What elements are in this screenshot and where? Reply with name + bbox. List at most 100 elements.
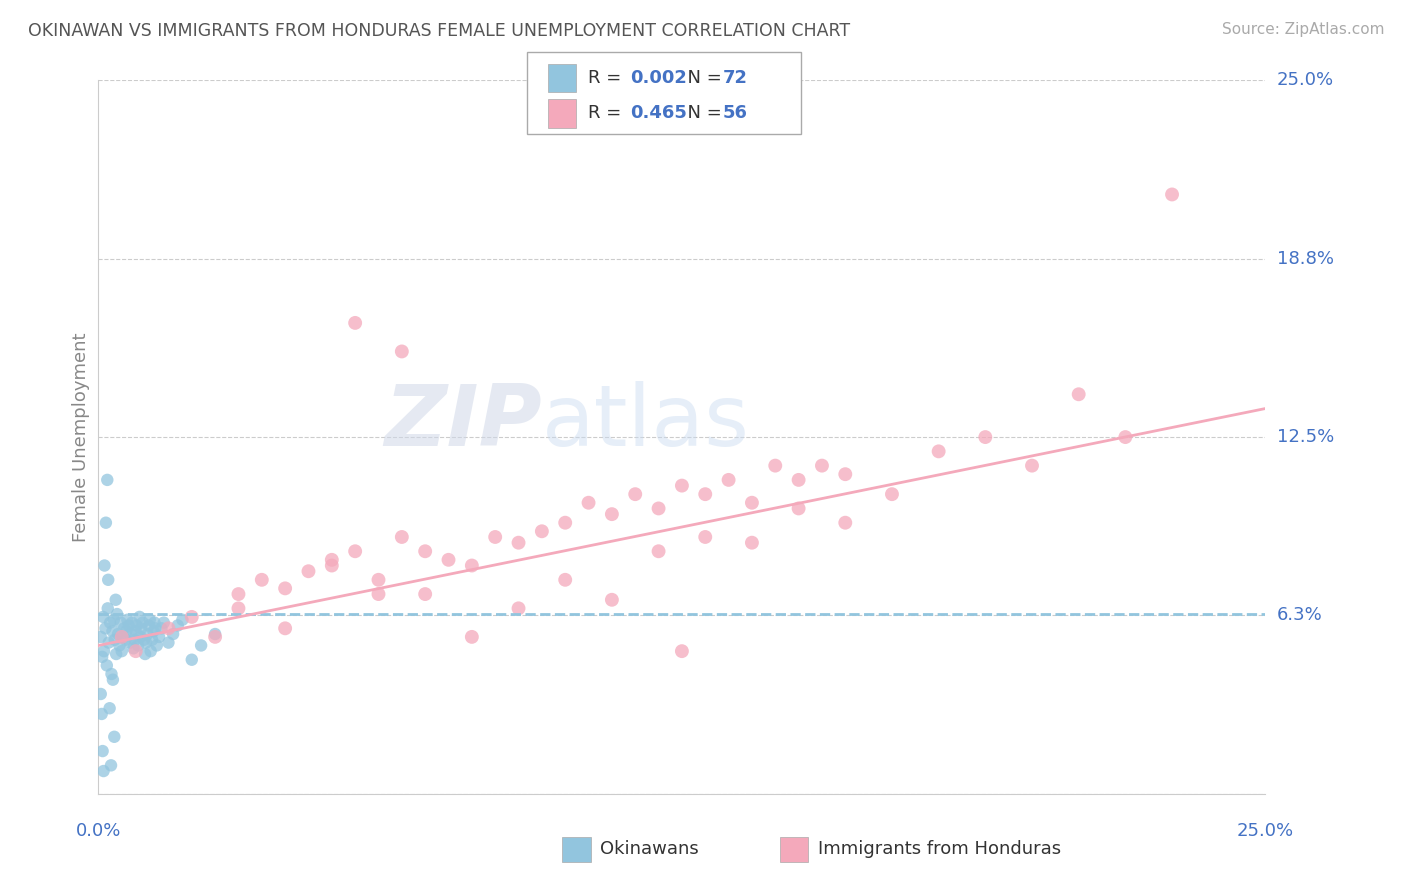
Point: [250, 573, 273, 587]
Text: 25.0%: 25.0%: [1277, 71, 1334, 89]
Point: [647, 544, 669, 558]
Point: [96, 473, 118, 487]
Point: [928, 444, 950, 458]
Point: [110, 615, 132, 630]
Point: [90, 630, 112, 644]
Point: [90, 687, 112, 701]
Point: [111, 630, 134, 644]
Point: [624, 487, 647, 501]
Point: [90, 706, 112, 721]
Point: [228, 587, 250, 601]
Point: [103, 730, 125, 744]
Point: [297, 564, 319, 578]
Point: [172, 613, 194, 627]
Point: [108, 639, 131, 653]
Point: [100, 758, 122, 772]
Point: [135, 635, 157, 649]
Point: [274, 582, 297, 596]
Point: [103, 613, 125, 627]
Point: [105, 647, 128, 661]
Point: [138, 618, 160, 632]
Point: [834, 467, 856, 482]
Point: [107, 627, 129, 641]
Point: [484, 530, 506, 544]
Point: [128, 610, 150, 624]
Point: [104, 632, 127, 647]
Point: [508, 535, 530, 549]
Point: [741, 535, 763, 549]
Point: [143, 615, 166, 630]
Point: [131, 621, 153, 635]
Point: [180, 610, 202, 624]
Point: [1067, 387, 1090, 401]
Point: [695, 487, 717, 501]
Point: [344, 544, 367, 558]
Point: [122, 641, 145, 656]
Point: [741, 496, 763, 510]
Point: [228, 601, 250, 615]
Point: [124, 632, 146, 647]
Point: [98, 701, 121, 715]
Point: [437, 553, 460, 567]
Text: OKINAWAN VS IMMIGRANTS FROM HONDURAS FEMALE UNEMPLOYMENT CORRELATION CHART: OKINAWAN VS IMMIGRANTS FROM HONDURAS FEM…: [28, 22, 851, 40]
Text: Okinawans: Okinawans: [600, 840, 699, 858]
Point: [98, 615, 121, 630]
Point: [125, 624, 148, 639]
Point: [93, 558, 115, 573]
Point: [811, 458, 834, 473]
Point: [1161, 187, 1184, 202]
Text: 6.3%: 6.3%: [1277, 607, 1323, 624]
Text: 0.0%: 0.0%: [76, 822, 121, 840]
Point: [97, 601, 120, 615]
Point: [578, 496, 600, 510]
Point: [96, 658, 118, 673]
Point: [115, 624, 138, 639]
Point: [974, 430, 997, 444]
Point: [157, 635, 180, 649]
Point: [461, 558, 484, 573]
Point: [118, 618, 141, 632]
Point: [461, 630, 484, 644]
Point: [321, 553, 343, 567]
Text: 18.8%: 18.8%: [1277, 250, 1334, 268]
Point: [671, 644, 693, 658]
Text: N =: N =: [676, 104, 728, 122]
Point: [112, 621, 135, 635]
Point: [132, 615, 155, 630]
Point: [600, 507, 623, 521]
Point: [120, 635, 142, 649]
Point: [111, 630, 134, 644]
Point: [91, 649, 114, 664]
Point: [787, 501, 810, 516]
Text: 0.002: 0.002: [630, 70, 686, 87]
Point: [136, 627, 159, 641]
Point: [91, 744, 114, 758]
Point: [125, 644, 148, 658]
Point: [1021, 458, 1043, 473]
Point: [104, 592, 127, 607]
Point: [554, 516, 576, 530]
Point: [367, 573, 389, 587]
Point: [142, 624, 165, 639]
Point: [105, 607, 128, 621]
Point: [787, 473, 810, 487]
Point: [94, 516, 117, 530]
Point: [97, 635, 120, 649]
Point: [145, 621, 167, 635]
Point: [321, 558, 343, 573]
Point: [114, 632, 136, 647]
Point: [671, 478, 693, 492]
Point: [93, 644, 115, 658]
Point: [367, 587, 389, 601]
Point: [166, 618, 188, 632]
Point: [139, 644, 162, 658]
Point: [717, 473, 740, 487]
Point: [120, 627, 142, 641]
Point: [1114, 430, 1136, 444]
Point: [91, 610, 114, 624]
Text: R =: R =: [588, 70, 627, 87]
Point: [554, 573, 576, 587]
Point: [695, 530, 717, 544]
Point: [413, 544, 436, 558]
Point: [100, 667, 122, 681]
